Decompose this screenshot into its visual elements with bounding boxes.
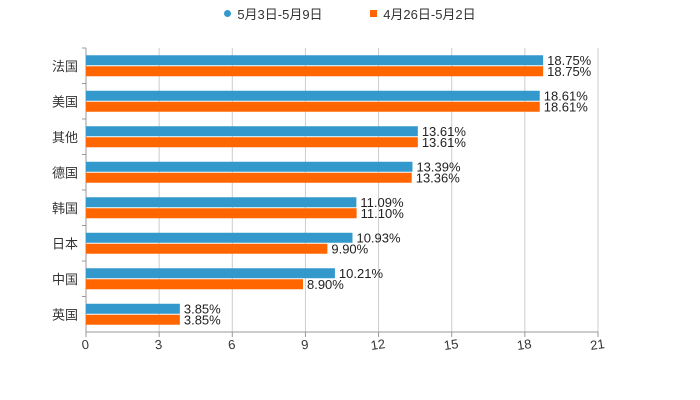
- category-label: 英国: [52, 307, 78, 322]
- bar-series-2: [86, 279, 303, 290]
- data-label-series-1: 18.61%: [544, 88, 589, 103]
- bar-series-2: [86, 137, 418, 148]
- data-label-series-2: 18.75%: [547, 64, 592, 79]
- data-label-series-1: 3.85%: [184, 301, 221, 316]
- data-label-series-2: 8.90%: [307, 277, 344, 292]
- data-label-series-1: 13.61%: [422, 124, 467, 139]
- category-label: 法国: [52, 59, 78, 74]
- category-label: 韩国: [52, 201, 78, 216]
- bar-series-2: [86, 243, 328, 254]
- bar-series-1: [86, 126, 418, 137]
- data-label-series-2: 13.36%: [416, 170, 461, 185]
- x-tick-label: 18: [516, 336, 532, 353]
- x-tick-label: 0: [81, 337, 90, 353]
- bar-series-1: [86, 197, 357, 208]
- data-label-series-2: 3.85%: [184, 312, 221, 327]
- chart-legend: 5月3日-5月9日 4月26日-5月2日: [0, 4, 700, 23]
- data-label-series-1: 13.39%: [416, 159, 461, 174]
- bar-series-1: [86, 55, 544, 66]
- legend-item-series-2[interactable]: 4月26日-5月2日: [370, 4, 476, 23]
- category-label: 美国: [52, 94, 78, 109]
- legend-label-series-2: 4月26日-5月2日: [383, 7, 476, 22]
- category-label: 日本: [52, 236, 78, 251]
- category-label: 德国: [52, 165, 78, 180]
- x-tick-label: 9: [300, 337, 309, 353]
- bar-series-2: [86, 314, 180, 325]
- bar-series-2: [86, 101, 540, 112]
- x-tick-label: 21: [589, 336, 605, 353]
- bar-series-2: [86, 208, 357, 219]
- data-label-series-1: 10.93%: [356, 230, 401, 245]
- x-tick-label: 15: [443, 336, 459, 353]
- legend-marker-series-2: [370, 10, 378, 17]
- category-label: 中国: [52, 272, 78, 287]
- data-label-series-1: 18.75%: [547, 53, 592, 68]
- data-label-series-2: 18.61%: [544, 99, 589, 114]
- bar-series-1: [86, 161, 413, 172]
- x-tick-label: 12: [370, 336, 386, 353]
- bar-series-2: [86, 172, 412, 183]
- data-label-series-1: 11.09%: [360, 195, 404, 210]
- bar-series-1: [86, 90, 540, 101]
- data-label-series-1: 10.21%: [339, 266, 384, 281]
- bar-series-1: [86, 303, 180, 314]
- legend-label-series-1: 5月3日-5月9日: [237, 7, 323, 22]
- data-label-series-2: 13.61%: [422, 135, 467, 150]
- legend-marker-series-1: [224, 10, 232, 17]
- bar-series-2: [86, 66, 544, 77]
- x-tick-label: 3: [154, 337, 163, 353]
- data-label-series-2: 9.90%: [331, 241, 368, 256]
- x-tick-label: 6: [227, 337, 236, 353]
- category-label: 其他: [52, 130, 78, 145]
- data-label-series-2: 11.10%: [361, 206, 405, 221]
- legend-item-series-1[interactable]: 5月3日-5月9日: [224, 4, 323, 23]
- bar-series-1: [86, 268, 335, 279]
- bar-series-1: [86, 232, 353, 243]
